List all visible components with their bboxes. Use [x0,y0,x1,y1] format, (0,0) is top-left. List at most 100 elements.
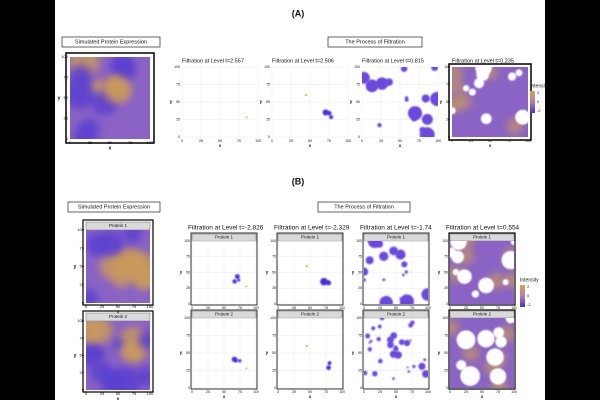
y-tick-label: 50 [358,351,362,355]
filtration-hole [462,85,470,92]
heatmap-frame [82,219,154,306]
plot-frame [276,232,344,306]
y-tick-label: 75 [80,335,85,340]
y-tick-label: 0 [66,136,69,141]
x-tick-label: 100 [253,306,259,310]
heatmap-frame [65,52,155,144]
y-axis-label: y [74,264,77,270]
y-tick-label: 50 [444,270,448,274]
plot-area [70,57,150,139]
filtration-region [390,332,398,339]
y-tick-label: 25 [176,117,180,121]
y-tick-label: 75 [446,82,450,86]
y-tick-label: 0 [268,135,270,139]
x-tick-label: 100 [425,306,431,310]
y-tick-label: 75 [356,82,360,86]
filtration-region [393,346,399,352]
y-axis-label: y [266,350,269,355]
y-tick-label: 100 [270,316,276,320]
filtration-hole [456,330,476,350]
y-tick-label: 25 [272,286,276,290]
y-tick-label: 100 [354,65,360,69]
heat-blob [136,366,150,387]
x-tick-label: 50 [394,306,398,310]
facet-label: Protein 1 [109,223,128,228]
filtration-region [392,377,395,380]
section-title: The Process of Filtration [334,204,394,210]
filtration-hole [502,279,509,286]
section-title-box [67,201,161,213]
x-tick-label: 100 [435,139,441,143]
filtration-region [401,273,405,277]
filtration-hole [495,336,507,348]
y-tick-label: 25 [80,282,85,287]
filtration-hole [450,241,467,251]
filtration-point [305,93,308,97]
y-tick-label: 75 [444,333,448,337]
y-tick-label: 50 [186,270,190,274]
section-title: The Process of Filtration [345,39,405,45]
filtration-region [387,341,394,349]
x-tick-label: 0 [449,390,451,394]
filtration-region [421,94,430,103]
filtration-point [245,285,248,288]
filtration-region [365,79,379,93]
section-title: Simulated Protein Expression [78,204,150,210]
y-axis-label: y [58,95,61,101]
y-tick-label: 75 [272,255,276,259]
filtration-point [305,265,308,268]
x-axis-label: x [309,143,312,148]
x-tick-label: 0 [69,140,72,145]
filtration-region [232,279,237,284]
filtration-region [385,78,393,86]
filtration-title: Filtration at Level t=2.557 [182,58,244,64]
y-tick-label: 25 [444,286,448,290]
filtration-region [419,126,426,133]
x-tick-label: 25 [100,391,105,396]
plot-area [362,67,438,137]
filtration-hole [507,72,517,81]
filtration-hole [515,109,528,125]
heat-blob [111,267,132,288]
y-axis-label: y [74,353,77,359]
heat-blob [138,330,150,350]
x-tick-label: 50 [488,139,492,143]
y-tick-label: 75 [358,333,362,337]
x-tick-label: 75 [128,140,133,145]
y-tick-label: 0 [360,302,362,306]
plot-frame [448,309,516,390]
filtration-title: Filtration at Level t=-1.74 [360,225,432,232]
y-tick-label: 0 [82,387,85,392]
x-tick-label: 25 [378,306,382,310]
x-tick-label: 50 [308,390,312,394]
y-tick-label: 0 [188,302,190,306]
filtration-region [329,115,334,119]
filtration-hole [489,368,507,385]
x-tick-label: 100 [511,390,517,394]
plot-area [231,356,248,370]
heat-blob [70,64,92,86]
panel-label: (B) [292,176,305,186]
facet-label: Protein 1 [215,235,234,240]
y-tick-label: 0 [178,135,180,139]
heat-blob [104,76,132,104]
y-tick-label: 0 [188,386,190,390]
filtration-hole [480,113,492,125]
x-axis-label: x [219,143,222,148]
x-tick-label: 50 [116,304,121,309]
heat-blob [452,78,464,95]
filtration-region [326,110,332,116]
x-tick-label: 25 [206,306,210,310]
x-tick-label: 25 [199,139,203,143]
y-axis-label: y [180,350,183,355]
y-tick-label: 100 [442,239,448,243]
filtration-region [237,278,241,282]
x-tick-label: 75 [237,139,241,143]
filtration-hole [478,277,494,294]
filtration-region [378,358,383,364]
y-axis-label: y [438,350,441,355]
x-axis-label: x [117,396,120,400]
x-tick-label: 75 [507,139,511,143]
x-tick-label: 75 [132,391,137,396]
y-tick-label: 0 [446,302,448,306]
